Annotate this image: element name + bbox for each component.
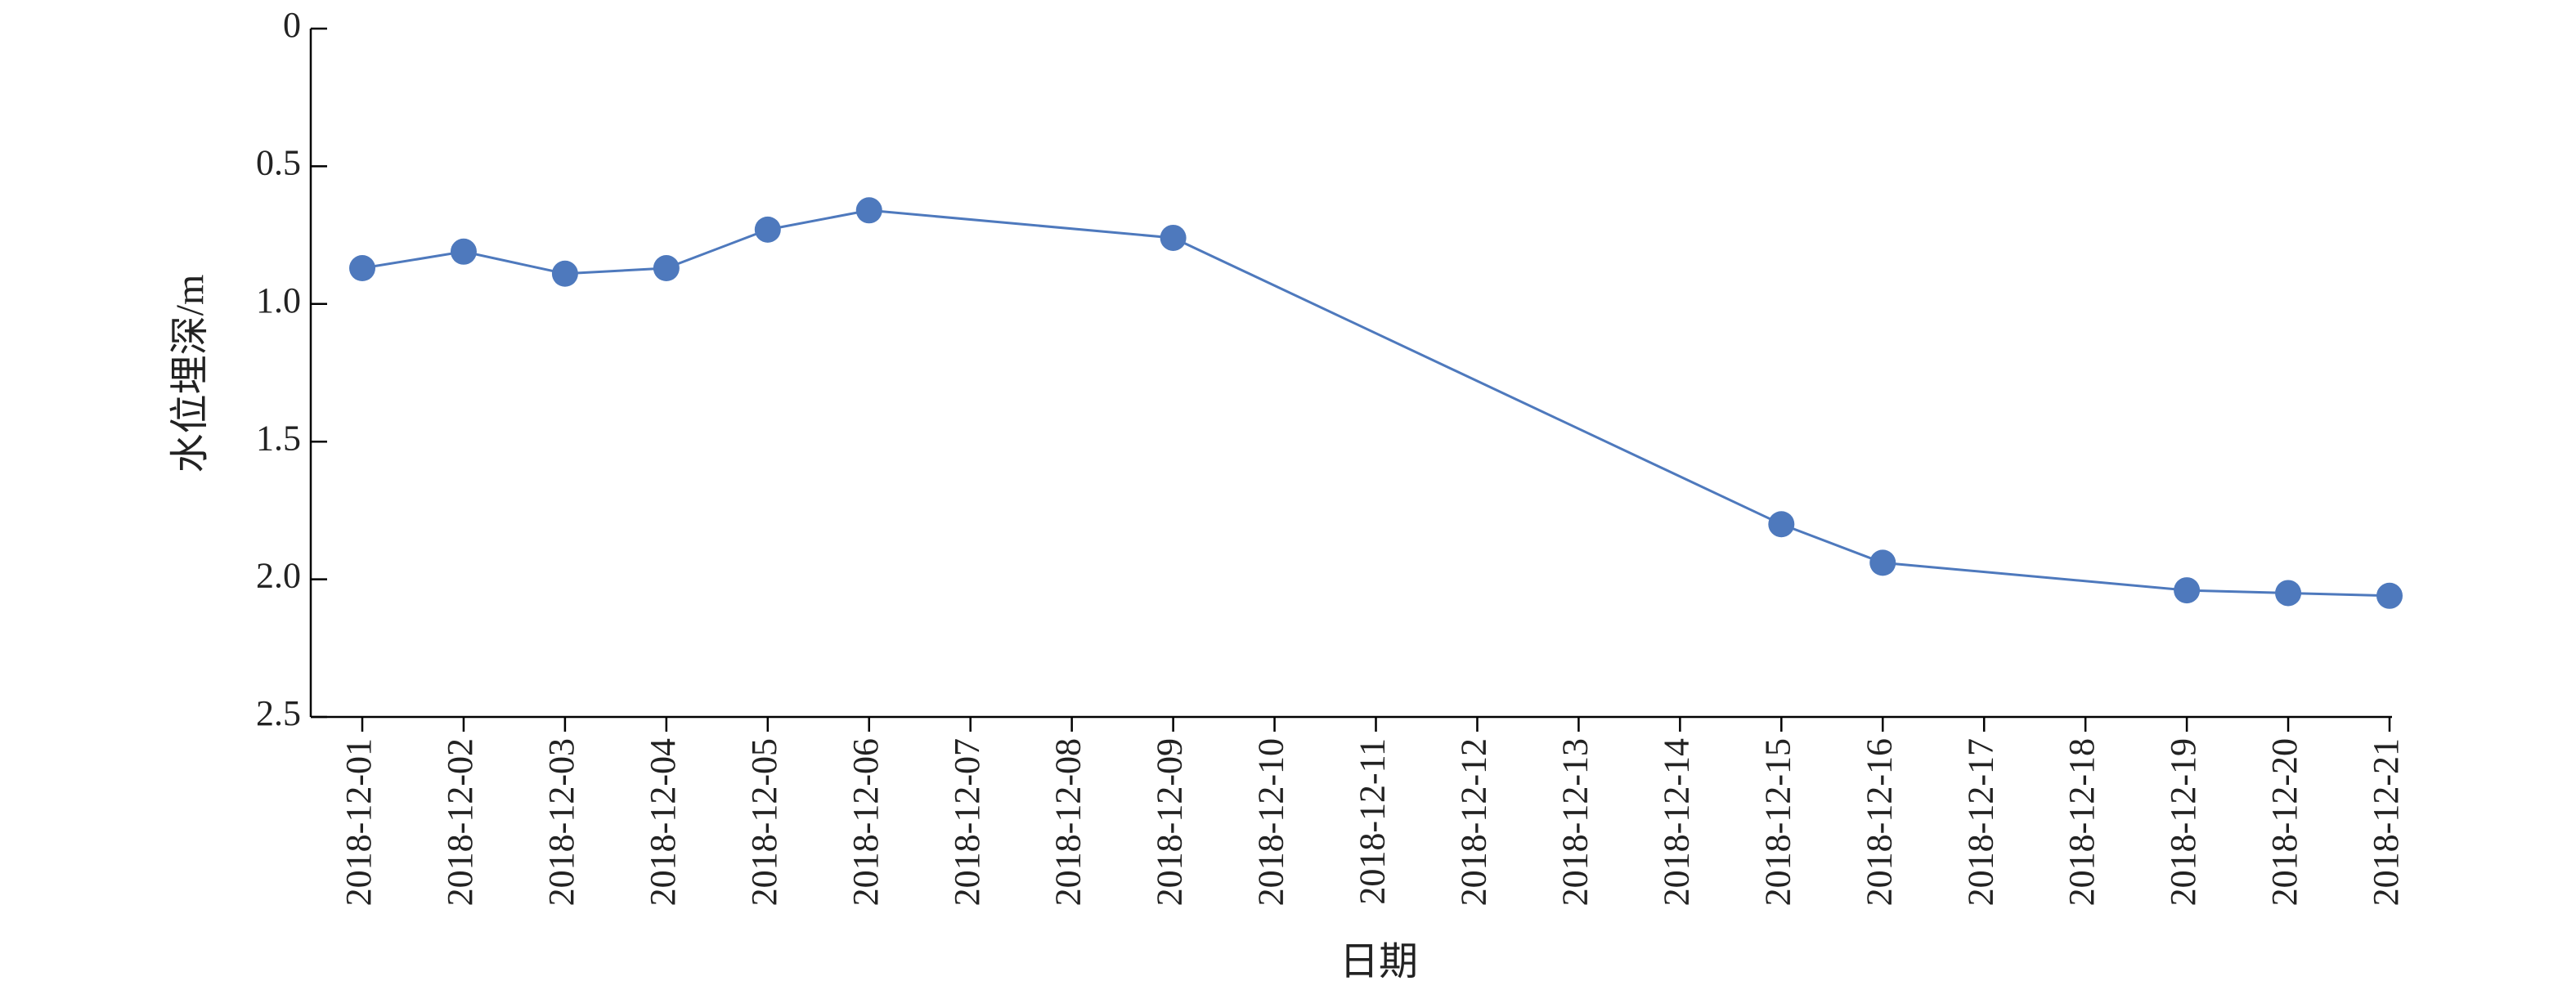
x-tick-label: 2018-12-03 — [541, 738, 581, 906]
x-tick-label: 2018-12-05 — [744, 738, 784, 906]
data-point — [450, 238, 477, 265]
series-line — [361, 208, 2390, 598]
x-tick-label: 2018-12-18 — [2062, 738, 2102, 906]
y-tick-label: 1.0 — [256, 280, 301, 320]
y-tick-label: 2.0 — [256, 556, 301, 596]
y-tick-label: 2.5 — [256, 693, 301, 733]
x-tick-label: 2018-12-06 — [846, 738, 886, 906]
x-tick-label: 2018-12-01 — [339, 738, 379, 906]
x-tick-label: 2018-12-07 — [947, 738, 987, 906]
x-tick-label: 2018-12-02 — [440, 738, 480, 906]
y-axis-label: 水位埋深/m — [168, 275, 212, 473]
data-point — [2275, 580, 2302, 607]
data-point — [855, 197, 882, 224]
y-tick-label: 0.5 — [256, 142, 301, 182]
data-point — [2376, 582, 2403, 609]
x-tick-label: 2018-12-12 — [1454, 738, 1494, 906]
x-tick-label: 2018-12-15 — [1757, 738, 1797, 906]
data-point — [1869, 549, 1896, 576]
x-tick-label: 2018-12-09 — [1150, 738, 1190, 906]
x-tick-label: 2018-12-11 — [1353, 738, 1393, 905]
x-tick-label: 2018-12-20 — [2264, 738, 2304, 906]
data-point — [1768, 511, 1795, 538]
x-tick-label: 2018-12-10 — [1251, 738, 1291, 906]
data-point — [2174, 577, 2201, 604]
x-axis-label: 日期 — [1340, 940, 1418, 983]
y-tick-label: 1.5 — [256, 418, 301, 458]
x-tick-label: 2018-12-13 — [1555, 738, 1595, 906]
x-tick-label: 2018-12-17 — [1960, 738, 2000, 906]
data-point — [349, 255, 375, 282]
x-tick-label: 2018-12-04 — [643, 738, 683, 906]
x-tick-label: 2018-12-21 — [2366, 738, 2406, 906]
data-point — [653, 255, 680, 282]
data-point — [754, 216, 781, 243]
data-point — [1160, 224, 1187, 251]
x-tick-label: 2018-12-16 — [1859, 738, 1899, 906]
x-tick-label: 2018-12-08 — [1048, 738, 1088, 906]
data-point — [551, 260, 578, 287]
x-tick-label: 2018-12-19 — [2163, 738, 2203, 906]
x-tick-label: 2018-12-14 — [1656, 738, 1696, 906]
y-tick-label: 0 — [283, 5, 301, 45]
